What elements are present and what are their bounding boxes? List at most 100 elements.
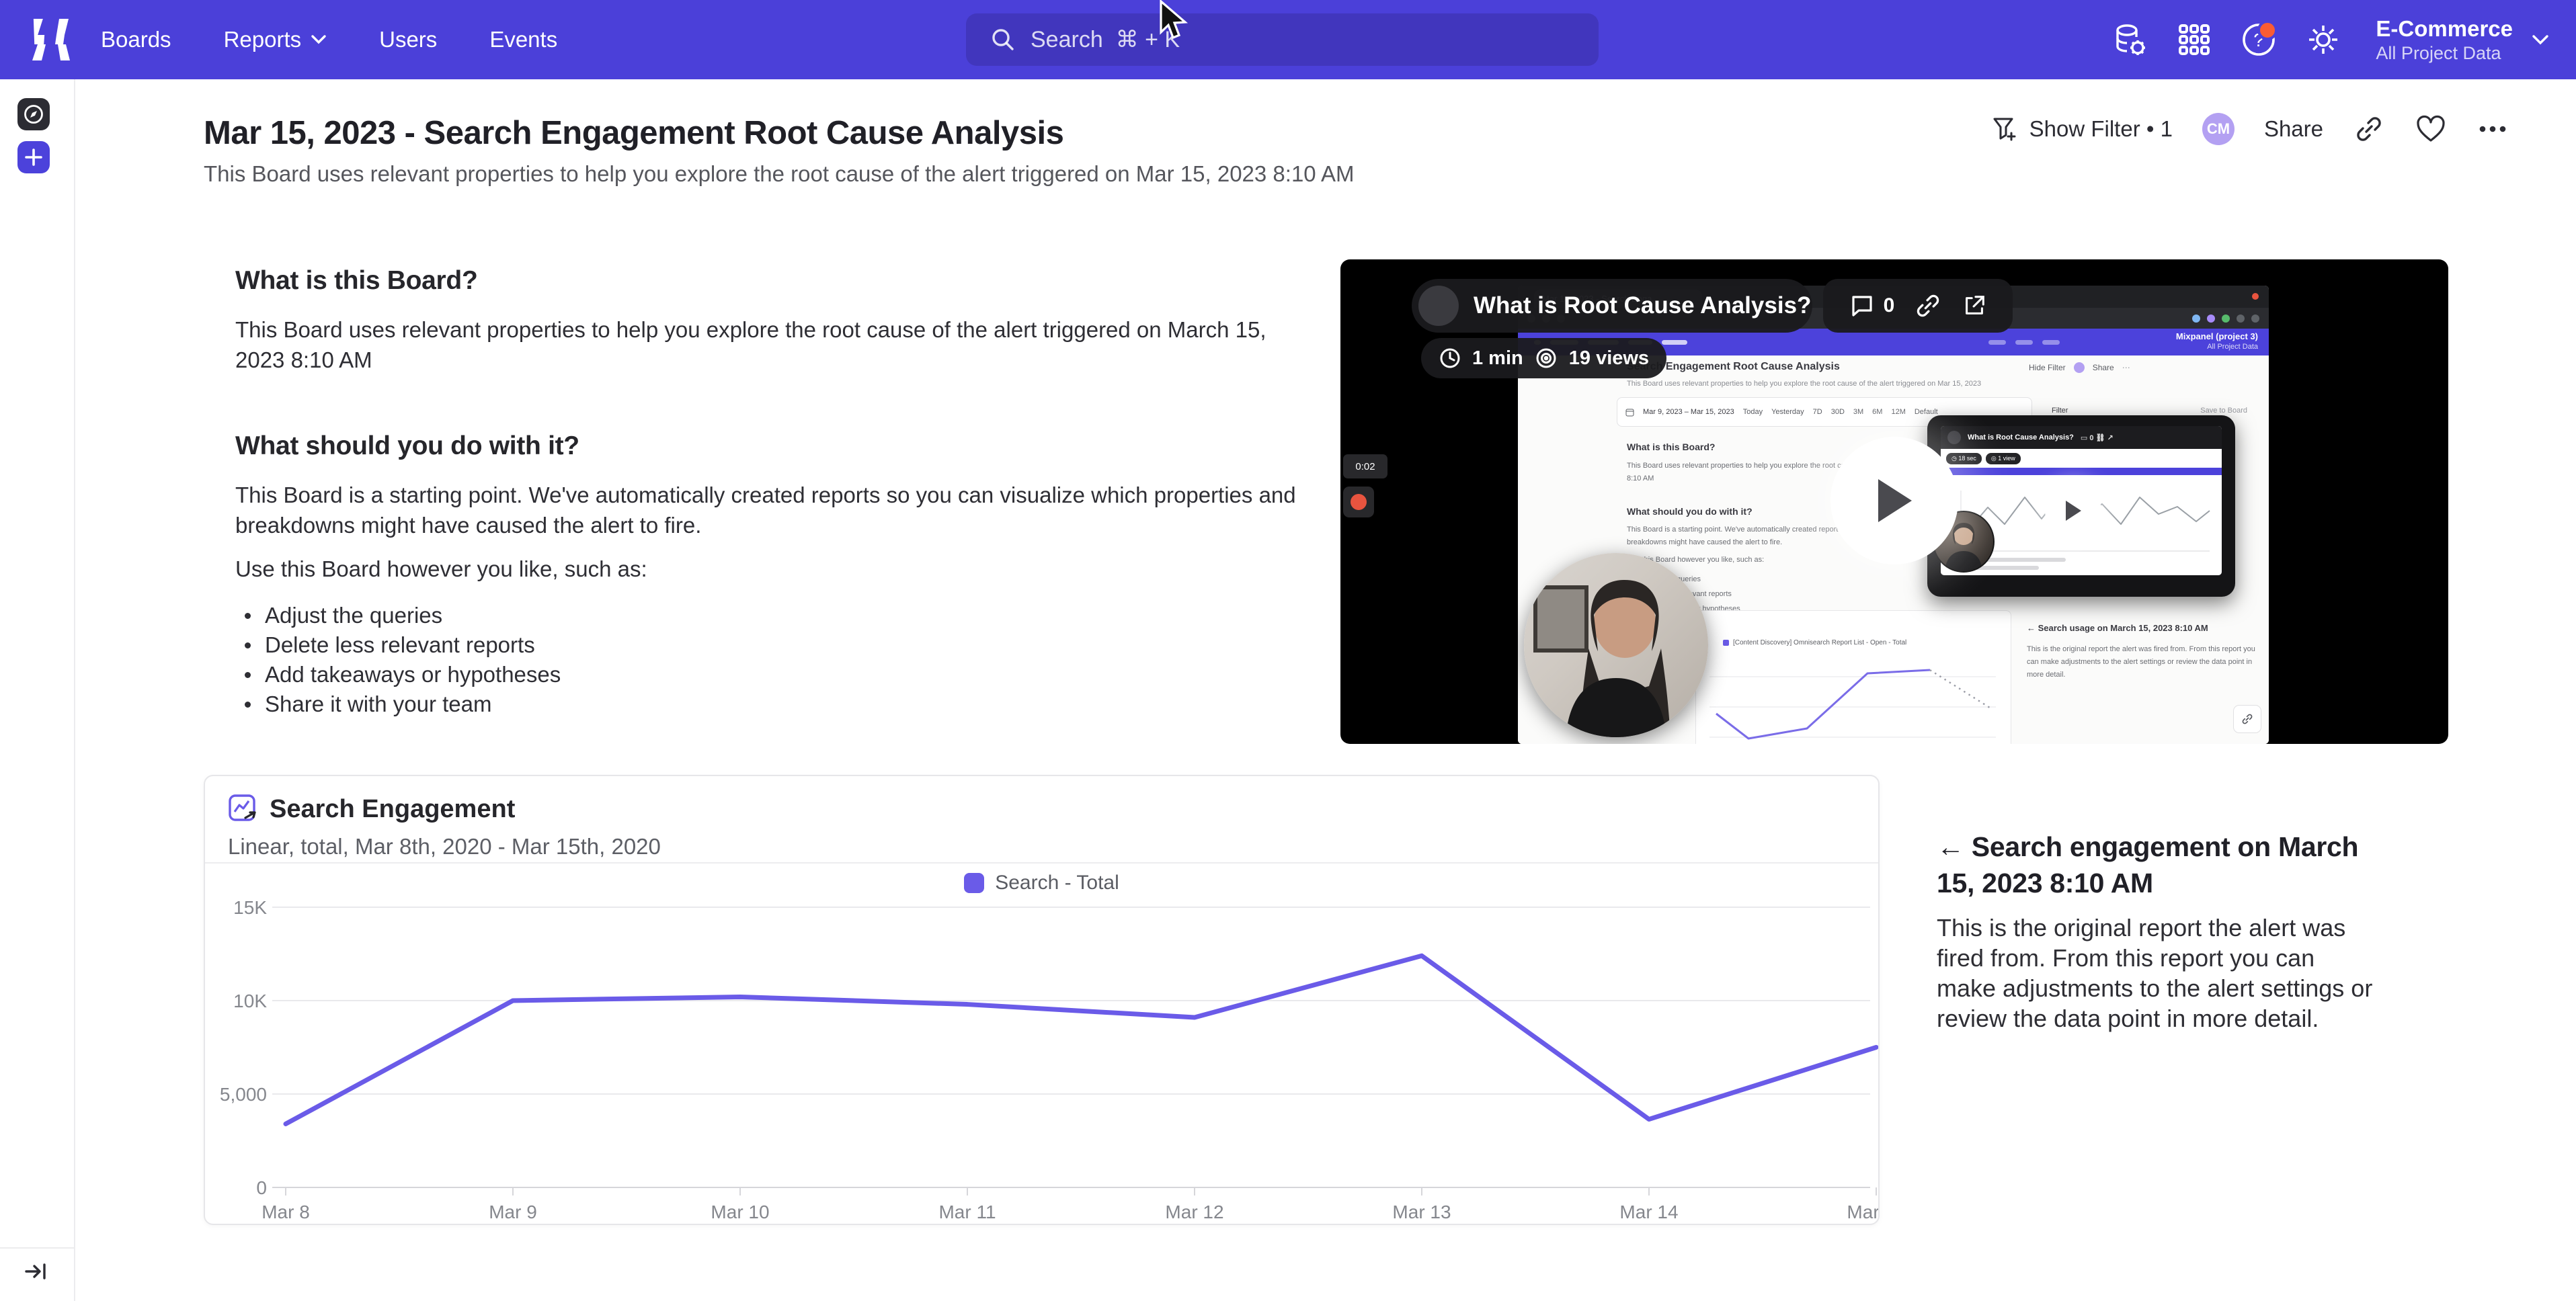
report-subtitle: Linear, total, Mar 8th, 2020 - Mar 15th,… bbox=[228, 834, 661, 859]
mini-save-to-board: Save to Board bbox=[2200, 407, 2247, 415]
nav-item-events[interactable]: Events bbox=[489, 27, 558, 52]
mini-heading-1: What is this Board? bbox=[1627, 442, 1716, 452]
more-options-button[interactable] bbox=[2477, 113, 2509, 145]
report-card-search-engagement[interactable]: Search Engagement Linear, total, Mar 8th… bbox=[204, 775, 1880, 1225]
heart-icon bbox=[2417, 115, 2445, 142]
presenter-webcam-bubble bbox=[1524, 553, 1708, 737]
chevron-down-icon bbox=[311, 35, 326, 44]
svg-text:Mar 9: Mar 9 bbox=[489, 1202, 537, 1222]
board-nav-button[interactable] bbox=[17, 98, 50, 130]
mini-heading-2: What should you do with it? bbox=[1627, 506, 1753, 517]
mini-board-subtitle: This Board uses relevant properties to h… bbox=[1627, 380, 1982, 388]
mini-note-heading: ← Search usage on March 15, 2023 8:10 AM bbox=[2027, 623, 2208, 633]
rail-divider bbox=[0, 1247, 74, 1249]
filter-funnel-icon bbox=[1993, 118, 2016, 141]
workspace-switcher[interactable]: E-Commerce All Project Data bbox=[2376, 15, 2549, 65]
svg-text:Mar 15: Mar 15 bbox=[1847, 1202, 1878, 1222]
section-paragraph-3: Use this Board however you like, such as… bbox=[235, 556, 647, 581]
link-icon bbox=[2357, 117, 2381, 141]
svg-text:10K: 10K bbox=[233, 991, 267, 1011]
show-filter-button[interactable]: Show Filter • 1 bbox=[1990, 115, 2173, 143]
recording-time-badge: 0:02 bbox=[1343, 454, 1387, 478]
apps-grid-icon[interactable] bbox=[2162, 0, 2226, 79]
legend-label: Search - Total bbox=[995, 872, 1119, 894]
svg-text:Mar 13: Mar 13 bbox=[1392, 1202, 1451, 1222]
list-item: Adjust the queries bbox=[235, 601, 561, 630]
avatar[interactable]: CM bbox=[2202, 113, 2235, 145]
svg-text:15K: 15K bbox=[233, 897, 267, 918]
compass-icon bbox=[24, 105, 43, 124]
data-management-icon[interactable] bbox=[2097, 0, 2162, 79]
page-description: This Board uses relevant properties to h… bbox=[204, 161, 1355, 186]
nav-item-boards[interactable]: Boards bbox=[101, 27, 171, 52]
video-avatar bbox=[1418, 286, 1459, 326]
report-title: Search Engagement bbox=[270, 795, 516, 823]
mini-filter-label: Filter bbox=[2052, 407, 2068, 415]
legend-swatch bbox=[964, 873, 985, 893]
list-item: Share it with your team bbox=[235, 689, 561, 719]
clock-icon bbox=[1440, 348, 1460, 368]
side-note-heading: ← Search engagement on March 15, 2023 8:… bbox=[1937, 831, 2359, 898]
mini-project-name: Mixpanel (project 3) bbox=[2175, 331, 2258, 341]
mixpanel-logo[interactable] bbox=[30, 17, 73, 62]
settings-gear-icon[interactable] bbox=[2291, 0, 2356, 79]
video-link-button[interactable] bbox=[1915, 292, 1941, 319]
svg-text:Mar 11: Mar 11 bbox=[938, 1202, 996, 1222]
comment-icon bbox=[1852, 296, 1872, 317]
share-button[interactable]: Share bbox=[2263, 116, 2323, 141]
nested-duration-badge: ◷ 18 sec bbox=[1946, 453, 1982, 464]
video-views: 19 views bbox=[1568, 347, 1650, 369]
mini-report-legend: [Content Discovery] Omnisearch Report Li… bbox=[1723, 639, 1906, 646]
ellipsis-icon bbox=[2479, 126, 2506, 132]
link-icon bbox=[2242, 714, 2253, 724]
line-chart-icon bbox=[229, 794, 256, 821]
help-icon[interactable]: ? bbox=[2226, 0, 2291, 79]
svg-text:Mar 12: Mar 12 bbox=[1165, 1202, 1223, 1222]
expand-sidebar-button[interactable] bbox=[22, 1257, 51, 1286]
video-duration: 1 min bbox=[1472, 347, 1523, 369]
views-icon bbox=[1536, 348, 1556, 368]
video-title: What is Root Cause Analysis? bbox=[1474, 292, 1812, 319]
section-paragraph-2: This Board is a starting point. We've au… bbox=[235, 482, 1296, 538]
plus-icon bbox=[25, 149, 42, 166]
mini-avatar bbox=[2073, 362, 2085, 373]
mini-paragraph-3: Use this Board however you like, such as… bbox=[1627, 556, 1765, 564]
svg-text:5,000: 5,000 bbox=[220, 1084, 267, 1105]
video-comments-button[interactable]: 0 bbox=[1849, 292, 1894, 319]
svg-text:Mar 10: Mar 10 bbox=[711, 1202, 769, 1222]
nested-video-frame: What is Root Cause Analysis? ▭ 0 ⛓ ↗ ◷ 1… bbox=[1927, 415, 2235, 597]
mini-report-chart bbox=[1709, 669, 1996, 740]
nested-views-badge: ◎ 1 view bbox=[1985, 453, 2021, 464]
side-note-body: This is the original report the alert wa… bbox=[1937, 914, 2373, 1032]
workspace-name: E-Commerce bbox=[2376, 15, 2513, 41]
add-button[interactable] bbox=[17, 141, 50, 173]
favorite-button[interactable] bbox=[2415, 113, 2447, 145]
svg-text:0: 0 bbox=[256, 1177, 267, 1198]
section-heading-2: What should you do with it? bbox=[235, 431, 579, 460]
svg-text:Mar 14: Mar 14 bbox=[1619, 1202, 1678, 1222]
nested-play-button bbox=[2045, 482, 2101, 539]
section-paragraph-1: This Board uses relevant properties to h… bbox=[235, 317, 1266, 372]
svg-text:Mar 8: Mar 8 bbox=[261, 1202, 310, 1222]
wall-picture bbox=[1533, 585, 1588, 653]
mini-link-chip bbox=[2233, 705, 2261, 733]
list-item: Add takeaways or hypotheses bbox=[235, 660, 561, 689]
mini-board-controls: Hide Filter Share ⋯ bbox=[2029, 362, 2130, 373]
card-divider bbox=[205, 862, 1878, 864]
expand-arrow-icon bbox=[25, 1263, 46, 1279]
stop-recording-button bbox=[1343, 487, 1374, 517]
mini-report-card: [Content Discovery] Omnisearch Report Li… bbox=[1695, 610, 2011, 744]
open-external-button[interactable] bbox=[1962, 293, 1987, 319]
chart-legend: Search - Total bbox=[205, 872, 1878, 894]
nav-item-reports[interactable]: Reports bbox=[224, 27, 327, 52]
list-item: Delete less relevant reports bbox=[235, 630, 561, 660]
tutorial-video-player[interactable]: Mar 15, 2023 - Search Enga... Mixpanel (… bbox=[1340, 259, 2448, 744]
nav-item-users[interactable]: Users bbox=[379, 27, 438, 52]
mini-note-body: This is the original report the alert wa… bbox=[2027, 645, 2255, 679]
copy-link-button[interactable] bbox=[2353, 113, 2385, 145]
top-nav: Boards Reports Users Events Search ⌘ + K bbox=[0, 0, 2576, 79]
search-input[interactable]: Search ⌘ + K bbox=[966, 13, 1599, 66]
play-button[interactable] bbox=[1830, 437, 1958, 564]
workspace-scope: All Project Data bbox=[2376, 42, 2501, 63]
legend-swatch bbox=[1723, 640, 1729, 646]
